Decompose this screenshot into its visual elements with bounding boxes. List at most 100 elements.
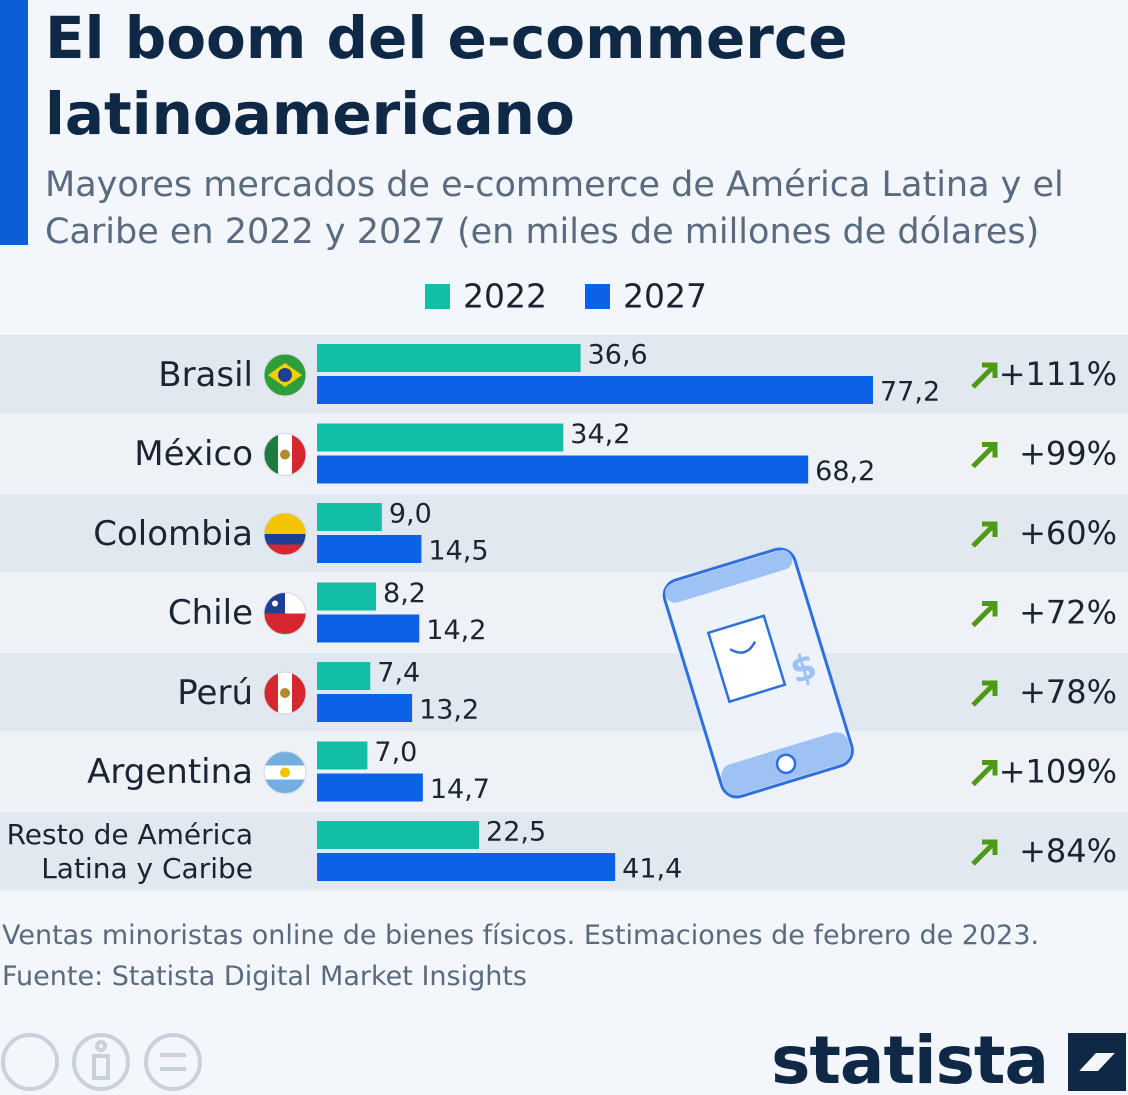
value-label: 14,2: [426, 615, 486, 646]
flag-border: [263, 353, 307, 397]
flag-detail: [280, 767, 290, 778]
flag-detail: [280, 449, 290, 460]
category-label: Resto de América Latina y Caribe: [6, 817, 253, 885]
growth-label: +109%: [999, 753, 1117, 791]
note: Ventas minoristas online de bienes físic…: [2, 920, 1040, 951]
flag-stripe: [264, 751, 306, 766]
value-label: 13,2: [419, 695, 479, 726]
value-label: 14,5: [428, 536, 488, 567]
subtitle: Mayores mercados de e-commerce de Améric…: [45, 165, 1064, 252]
flag-detail: [280, 688, 290, 698]
flag-stripes: [264, 513, 306, 555]
bar: [317, 423, 564, 452]
flag-detail: [272, 600, 278, 607]
bar: [317, 821, 480, 849]
category-label: Perú: [177, 672, 253, 713]
growth-label: +60%: [1019, 514, 1117, 552]
category-label: México: [134, 434, 253, 475]
growth-label: +99%: [1019, 435, 1117, 473]
growth-label: +72%: [1019, 594, 1117, 632]
flag-border: [263, 592, 307, 635]
bar: [317, 376, 873, 404]
category-label: Chile: [167, 593, 253, 634]
value-label: 68,2: [815, 456, 875, 487]
note: Fuente: Statista Digital Market Insights: [2, 961, 527, 992]
accent-bar: [0, 0, 28, 245]
growth-label: +111%: [999, 355, 1117, 393]
value-label: 9,0: [389, 499, 432, 530]
bar: [317, 853, 616, 881]
growth-arrow: [971, 521, 998, 548]
bar: [317, 741, 368, 770]
flag-border: [263, 433, 307, 476]
bar: [317, 535, 422, 563]
value-label: 34,2: [570, 419, 630, 450]
brand-mark: [1068, 1033, 1126, 1091]
flag-stripe: [264, 613, 306, 635]
growth-arrow: [971, 362, 998, 389]
flag: [263, 751, 307, 794]
flag-stripe: [264, 779, 306, 794]
value-label: 77,2: [880, 377, 940, 408]
category-label: Argentina: [87, 752, 253, 793]
bar: [317, 455, 809, 484]
flag-stripe: [264, 534, 306, 545]
flag: [263, 671, 307, 715]
cc-icons: [1, 1033, 202, 1091]
flag-stripe: [264, 523, 306, 535]
brand: statista: [771, 1022, 1049, 1095]
flag-stripe: [264, 433, 279, 476]
flag-stripe: [292, 672, 306, 714]
category-label: Brasil: [158, 354, 253, 395]
bar: [317, 773, 423, 802]
value-label: 7,4: [377, 658, 420, 689]
flag-stripe: [264, 544, 306, 555]
row-band: [0, 732, 1128, 811]
bar: [317, 344, 581, 372]
value-label: 36,6: [588, 340, 648, 371]
row-band: [0, 573, 1128, 652]
legend-swatch: [585, 284, 610, 309]
flag-stripe: [292, 433, 306, 476]
title: El boom del e-commerce latinoamericano: [45, 4, 848, 148]
bar: [317, 662, 371, 690]
growth-arrow: [971, 601, 998, 628]
phone-illustration: $: [662, 547, 854, 799]
legend-label: 2022: [463, 277, 547, 316]
flag-stripe: [264, 513, 306, 524]
bar: [317, 614, 420, 643]
flag: [263, 353, 307, 397]
bar: [317, 503, 382, 531]
value-label: 7,0: [374, 737, 417, 768]
growth-arrow: [971, 760, 998, 787]
legend-label: 2027: [623, 277, 707, 316]
legend-swatch: [425, 284, 450, 309]
value-label: 8,2: [383, 578, 426, 609]
flag-stripes: [264, 751, 306, 794]
growth-label: +78%: [1019, 673, 1117, 711]
flag-border: [263, 671, 307, 715]
flag-stripes: [264, 433, 306, 476]
category-label: Colombia: [93, 513, 253, 554]
flag-stripes: [264, 354, 306, 396]
growth-label: +84%: [1019, 832, 1117, 870]
flag-detail: [278, 368, 292, 382]
growth-arrow: [971, 839, 998, 866]
value-label: 22,5: [486, 817, 546, 848]
growth-arrow: [971, 680, 998, 707]
flag: [263, 433, 307, 476]
bar: [317, 694, 413, 722]
flag-stripes: [264, 672, 306, 714]
growth-arrow: [971, 442, 998, 469]
row-band: [0, 494, 1128, 573]
flag-stripe: [264, 672, 279, 714]
bar: [317, 582, 377, 611]
row-band: [0, 653, 1128, 732]
flag: [263, 512, 307, 556]
flag-border: [263, 512, 307, 556]
value-label: 41,4: [622, 854, 682, 885]
value-label: 14,7: [430, 774, 490, 805]
flag: [263, 592, 307, 635]
